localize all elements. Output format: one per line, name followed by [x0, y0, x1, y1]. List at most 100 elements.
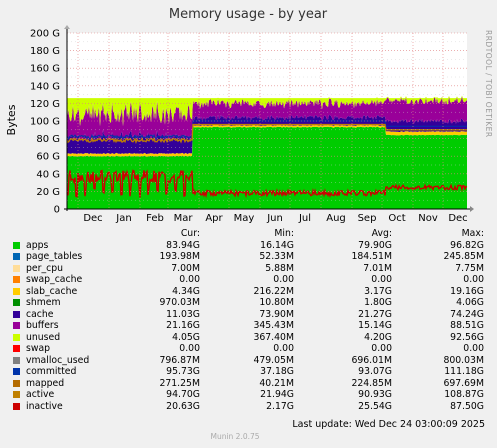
- legend-avg: 93.07G: [358, 366, 392, 377]
- x-tick-label: Jan: [115, 213, 131, 224]
- legend-cur: 7.00M: [171, 262, 200, 274]
- legend: Cur: Min: Avg: Max: apps 83.94G 16.14G 79.9…: [0, 228, 497, 412]
- x-tick-label: Jun: [266, 213, 283, 224]
- legend-row-active: active 94.70G 21.94G 90.93G 108.87G: [0, 389, 497, 401]
- legend-avg: 7.01M: [363, 262, 392, 274]
- legend-row-cache: cache 11.03G 73.90M 21.27G 74.24G: [0, 309, 497, 321]
- legend-swatch: [13, 310, 20, 318]
- header-cur: Cur:: [180, 228, 200, 239]
- x-axis-arrow: [470, 206, 474, 212]
- legend-min: 216.22M: [253, 285, 294, 297]
- legend-avg: 1.80G: [364, 297, 392, 308]
- legend-name: apps: [26, 239, 49, 251]
- legend-cur: 4.05G: [172, 331, 200, 343]
- legend-row-per-cpu: per_cpu 7.00M 5.88M 7.01M 7.75M: [0, 263, 497, 275]
- legend-min: 37.18G: [260, 366, 294, 377]
- legend-name: mapped: [26, 377, 65, 389]
- line-inactive: [66, 169, 467, 199]
- line-active: [66, 123, 467, 145]
- legend-cur: 4.34G: [172, 285, 200, 297]
- legend-max: 74.24G: [450, 308, 484, 320]
- header-max: Max:: [461, 228, 484, 239]
- legend-min: 367.40M: [253, 331, 294, 343]
- legend-cur: 95.73G: [166, 366, 200, 377]
- line-committed: [66, 120, 467, 141]
- y-tick-label: 120 G: [30, 99, 60, 110]
- legend-name: inactive: [26, 400, 63, 412]
- legend-row-mapped: mapped 271.25M 40.21M 224.85M 697.69M: [0, 378, 497, 390]
- x-tick-label: Sep: [358, 213, 377, 224]
- legend-avg: 184.51M: [351, 251, 392, 262]
- legend-avg: 3.17G: [364, 285, 392, 297]
- legend-swatch: [13, 345, 20, 352]
- legend-cur: 193.98M: [159, 251, 200, 262]
- legend-swatch: [13, 253, 20, 260]
- x-tick-label: Aug: [326, 213, 346, 224]
- legend-avg: 25.54G: [358, 400, 392, 412]
- x-tick-label: Mar: [174, 213, 194, 224]
- legend-cur: 94.70G: [166, 389, 200, 400]
- legend-max: 19.16G: [450, 285, 484, 297]
- legend-swatch: [13, 241, 20, 249]
- legend-min: 0.00: [273, 274, 294, 285]
- legend-max: 96.82G: [450, 239, 484, 251]
- legend-avg: 0.00: [371, 343, 392, 354]
- legend-name: cache: [26, 308, 54, 320]
- legend-swatch: [13, 368, 20, 375]
- legend-swatch: [13, 402, 20, 410]
- header-min: Min:: [274, 228, 294, 239]
- y-tick-label: 100 G: [30, 117, 60, 128]
- legend-name: slab_cache: [26, 285, 78, 297]
- y-tick-label: 60 G: [36, 152, 60, 163]
- legend-cur: 21.16G: [166, 320, 200, 331]
- legend-max: 0.00: [463, 343, 484, 354]
- legend-cur: 271.25M: [159, 377, 200, 389]
- legend-swatch: [13, 322, 20, 329]
- legend-cur: 970.03M: [159, 297, 200, 308]
- legend-cur: 11.03G: [166, 308, 200, 320]
- x-tick-label: Dec: [448, 213, 467, 224]
- legend-name: active: [26, 389, 55, 400]
- legend-max: 108.87G: [444, 389, 484, 400]
- legend-swatch: [13, 264, 20, 272]
- y-tick-labels: 0 20 G 40 G 60 G 80 G 100 G 120 G 140 G 160 G 180…: [30, 29, 60, 216]
- legend-swatch: [13, 379, 20, 387]
- legend-swatch: [13, 333, 20, 341]
- y-tick-label: 80 G: [36, 134, 60, 145]
- last-update: Last update: Wed Dec 24 03:00:09 2025: [292, 419, 485, 430]
- legend-name: page_tables: [26, 251, 83, 262]
- legend-max: 87.50G: [450, 400, 484, 412]
- legend-min: 10.80M: [259, 297, 294, 308]
- legend-min: 40.21M: [259, 377, 294, 389]
- y-tick-label: 20 G: [36, 187, 60, 198]
- legend-cur: 20.63G: [166, 400, 200, 412]
- legend-row-apps: apps 83.94G 16.14G 79.90G 96.82G: [0, 240, 497, 252]
- area-slab-cache: [67, 124, 467, 157]
- legend-name: committed: [26, 366, 77, 377]
- legend-row-page-tables: page_tables 193.98M 52.33M 184.51M 245.85M: [0, 251, 497, 263]
- legend-row-inactive: inactive 20.63G 2.17G 25.54G 87.50G: [0, 401, 497, 413]
- grid-lines: [67, 32, 467, 209]
- legend-max: 697.69M: [443, 377, 484, 389]
- legend-max: 800.03M: [443, 354, 484, 366]
- legend-row-committed: committed 95.73G 37.18G 93.07G 111.18G: [0, 366, 497, 378]
- legend-name: vmalloc_used: [26, 354, 90, 366]
- legend-max: 92.56G: [450, 331, 484, 343]
- legend-swatch: [13, 391, 20, 398]
- legend-avg: 0.00: [371, 274, 392, 285]
- x-tick-label: May: [234, 213, 255, 224]
- legend-max: 88.51G: [450, 320, 484, 331]
- munin-version: Munin 2.0.75: [210, 432, 260, 441]
- legend-row-shmem: shmem 970.03M 10.80M 1.80G 4.06G: [0, 297, 497, 309]
- legend-avg: 696.01M: [351, 354, 392, 366]
- legend-min: 21.94G: [260, 389, 294, 400]
- legend-row-slab-cache: slab_cache 4.34G 216.22M 3.17G 19.16G: [0, 286, 497, 298]
- y-axis-arrow: [64, 25, 70, 29]
- legend-min: 73.90M: [259, 308, 294, 320]
- legend-avg: 79.90G: [358, 239, 392, 251]
- header-avg: Avg:: [371, 228, 392, 239]
- legend-avg: 21.27G: [358, 308, 392, 320]
- stacked-areas: [66, 95, 467, 209]
- legend-max: 245.85M: [443, 251, 484, 262]
- legend-max: 7.75M: [455, 262, 484, 274]
